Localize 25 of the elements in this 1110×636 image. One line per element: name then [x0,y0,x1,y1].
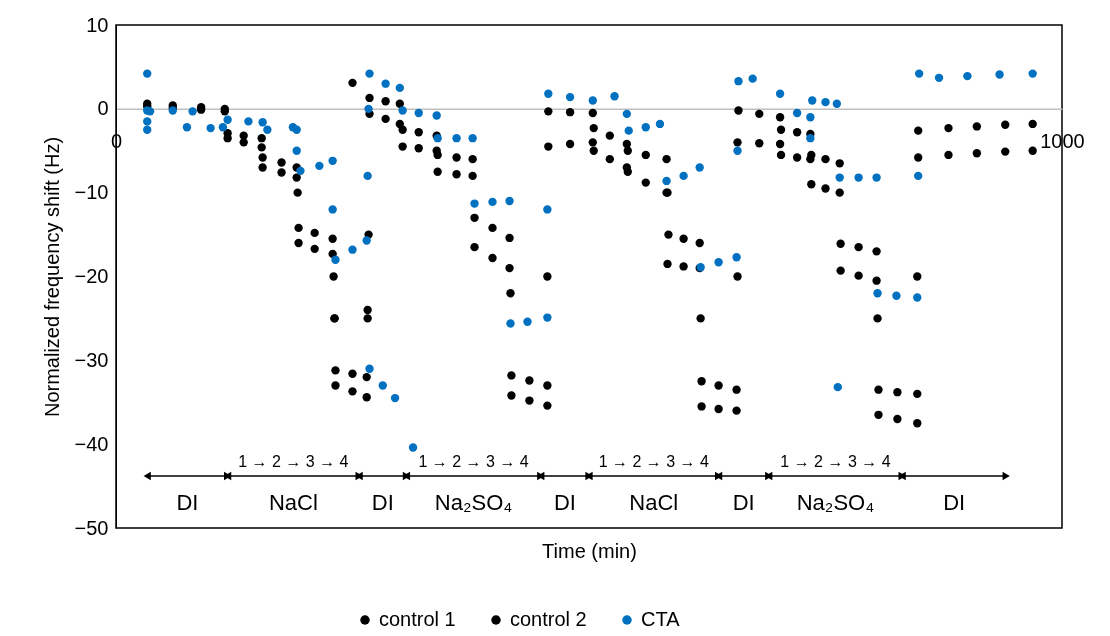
y-axis-title: Normalized frequency shift (Hz) [40,136,63,418]
y-tick-label: 0 [97,97,109,120]
annotation: 1 → 2 → 3 → 4 [238,453,349,470]
y-tick-label: −40 [74,432,109,455]
annotation: 1 → 2 → 3 → 4 [780,453,891,470]
annotation: DI [732,490,755,515]
annotation: DI [553,490,576,515]
y-tick-label: −20 [74,265,109,287]
y-tick-label: −30 [74,348,109,371]
y-tick-label: 10 [86,13,109,36]
annotation: DI [371,490,394,515]
annotation: Na₂SO₄ [434,490,513,515]
legend-label: control 1 [379,608,456,630]
annotation: NaCl [268,490,318,515]
annotation: DI [176,490,199,515]
legend-label: CTA [641,608,681,630]
legend-label: control 2 [510,608,587,630]
annotation: 1 → 2 → 3 → 4 [418,453,529,470]
annotation: DI [943,490,966,515]
x-axis-title: Time (min) [542,539,637,562]
annotation: 1 → 2 → 3 → 4 [598,453,710,470]
y-tick-label: −50 [74,516,109,539]
annotation: Na₂SO₄ [796,490,875,515]
y-tick-label: −10 [74,181,109,204]
annotation: NaCl [629,490,679,515]
